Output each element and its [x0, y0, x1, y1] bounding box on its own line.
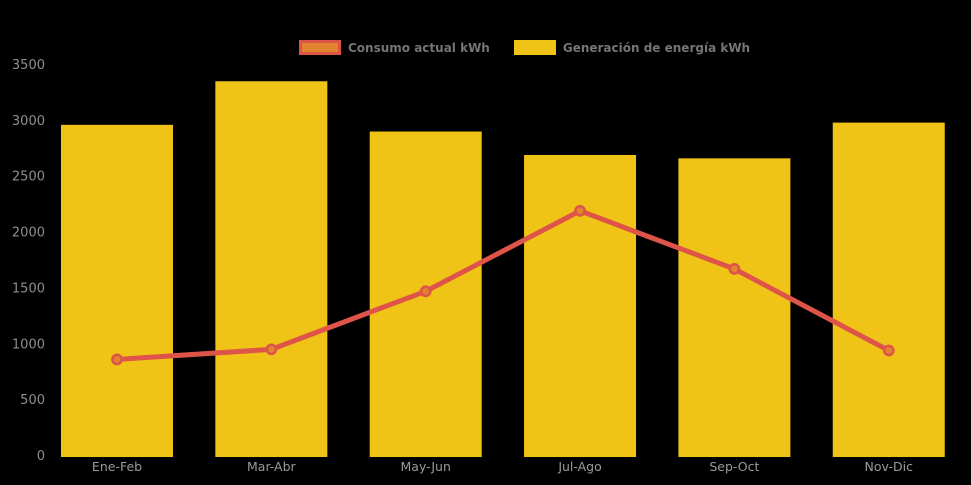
x-axis-label-Jul-Ago: Jul-Ago	[557, 459, 601, 474]
chart-legend: Consumo actual kWh Generación de energía…	[299, 40, 750, 55]
line-marker-May-Jun[interactable]	[419, 285, 432, 298]
y-axis-tick-label: 3500	[12, 58, 45, 73]
line-marker-Sep-Oct[interactable]	[728, 263, 741, 275]
legend-label-generacion-energia: Generación de energía kWh	[562, 40, 751, 55]
line-marker-Ene-Feb[interactable]	[111, 353, 123, 366]
y-axis-tick-label: 500	[20, 393, 45, 408]
bar-generacion-Ene-Feb[interactable]	[61, 124, 173, 457]
line-marker-Nov-Dic[interactable]	[882, 344, 895, 357]
legend-swatch-generacion-energia	[513, 40, 556, 55]
legend-swatch-consumo-actual	[299, 40, 341, 55]
legend-label-consumo-actual: Consumo actual kWh	[348, 40, 490, 55]
y-axis-tick-label: 1500	[12, 281, 45, 296]
x-axis-label-Nov-Dic: Nov-Dic	[864, 459, 913, 474]
y-axis-tick-label: 3000	[12, 114, 45, 129]
line-consumo-actual[interactable]	[114, 208, 892, 362]
x-axis-label-Mar-Abr: Mar-Abr	[247, 459, 297, 474]
bar-generacion-Nov-Dic[interactable]	[832, 122, 945, 457]
y-axis-tick-label: 2500	[12, 170, 45, 185]
x-axis-label-May-Jun: May-Jun	[401, 459, 451, 474]
x-axis-label-Ene-Feb: Ene-Feb	[92, 459, 142, 474]
y-axis-tick-label: 0	[37, 449, 45, 464]
legend-item-generacion-energia[interactable]: Generación de energía kWh	[513, 40, 751, 55]
y-axis-tick-label: 1000	[12, 337, 45, 352]
bar-generacion-Mar-Abr[interactable]	[215, 81, 328, 457]
legend-item-consumo-actual[interactable]: Consumo actual kWh	[299, 40, 490, 55]
line-marker-Jul-Ago[interactable]	[574, 204, 586, 217]
bar-generacion-Jul-Ago[interactable]	[524, 154, 637, 457]
line-marker-Mar-Abr[interactable]	[265, 343, 278, 356]
x-axis-label-Sep-Oct: Sep-Oct	[709, 459, 759, 474]
y-axis-tick-label: 2000	[12, 226, 45, 241]
bar-generacion-Sep-Oct[interactable]	[678, 158, 791, 457]
